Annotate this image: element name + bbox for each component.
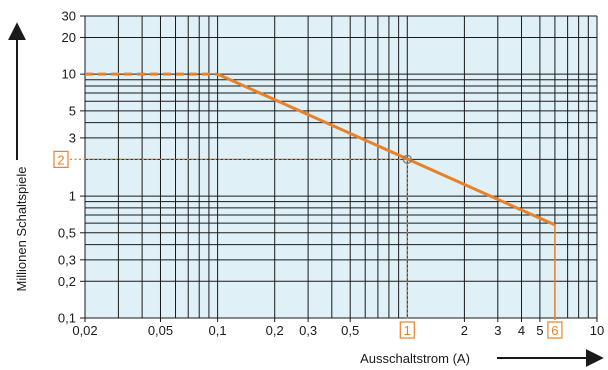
x-tick-label: 10 [590,323,604,338]
x-tick-labels: 0,02 0,05 0,1 0,2 0,3 0,5 2 3 4 5 10 [72,323,604,338]
y-tick-label: 20 [62,30,76,45]
y-tick-label: 0,3 [58,252,76,267]
y-tick-label: 0,1 [58,311,76,326]
marker-label: 1 [404,323,411,338]
y-tick-label: 0,5 [58,225,76,240]
y-axis-title: Millionen Schaltspiele [14,166,29,291]
x-tick-label: 0,2 [266,323,284,338]
y-tick-label: 0,2 [58,274,76,289]
highlight-point [402,154,412,165]
x-tick-label: 3 [494,323,501,338]
marker-label: 6 [551,323,558,338]
markers: 1 6 2 [53,150,563,339]
x-tick-label: 0,5 [341,323,359,338]
marker-box [399,321,415,339]
x-tick-label: 0,05 [148,323,173,338]
x-tick-label: 2 [461,323,468,338]
x-tick-label: 0,3 [299,323,317,338]
marker-lines [70,158,556,320]
y-tick-label: 5 [69,103,76,118]
x-tick-label: 0,1 [209,323,227,338]
y-tick-label: 30 [62,9,76,24]
marker-box [53,150,69,168]
y-tick-label: 10 [62,67,76,82]
marker-x-1: 1 [399,321,415,339]
marker-y-2: 2 [53,150,69,168]
x-tick-label: 0,02 [72,323,97,338]
y-tick-label: 3 [69,130,76,145]
marker-label: 2 [57,152,64,167]
x-tick-label: 4 [518,323,525,338]
x-tick-label: 5 [536,323,543,338]
y-tick-labels: 0,1 0,2 0,3 0,5 1 3 5 10 20 30 [58,9,76,326]
marker-x-6: 6 [547,321,563,339]
y-tick-label: 1 [69,189,76,204]
marker-box [547,321,563,339]
series-line-solid [216,72,556,227]
series [85,72,556,227]
x-axis-title: Ausschaltstrom (A) [360,351,470,366]
plot-area [85,16,597,318]
